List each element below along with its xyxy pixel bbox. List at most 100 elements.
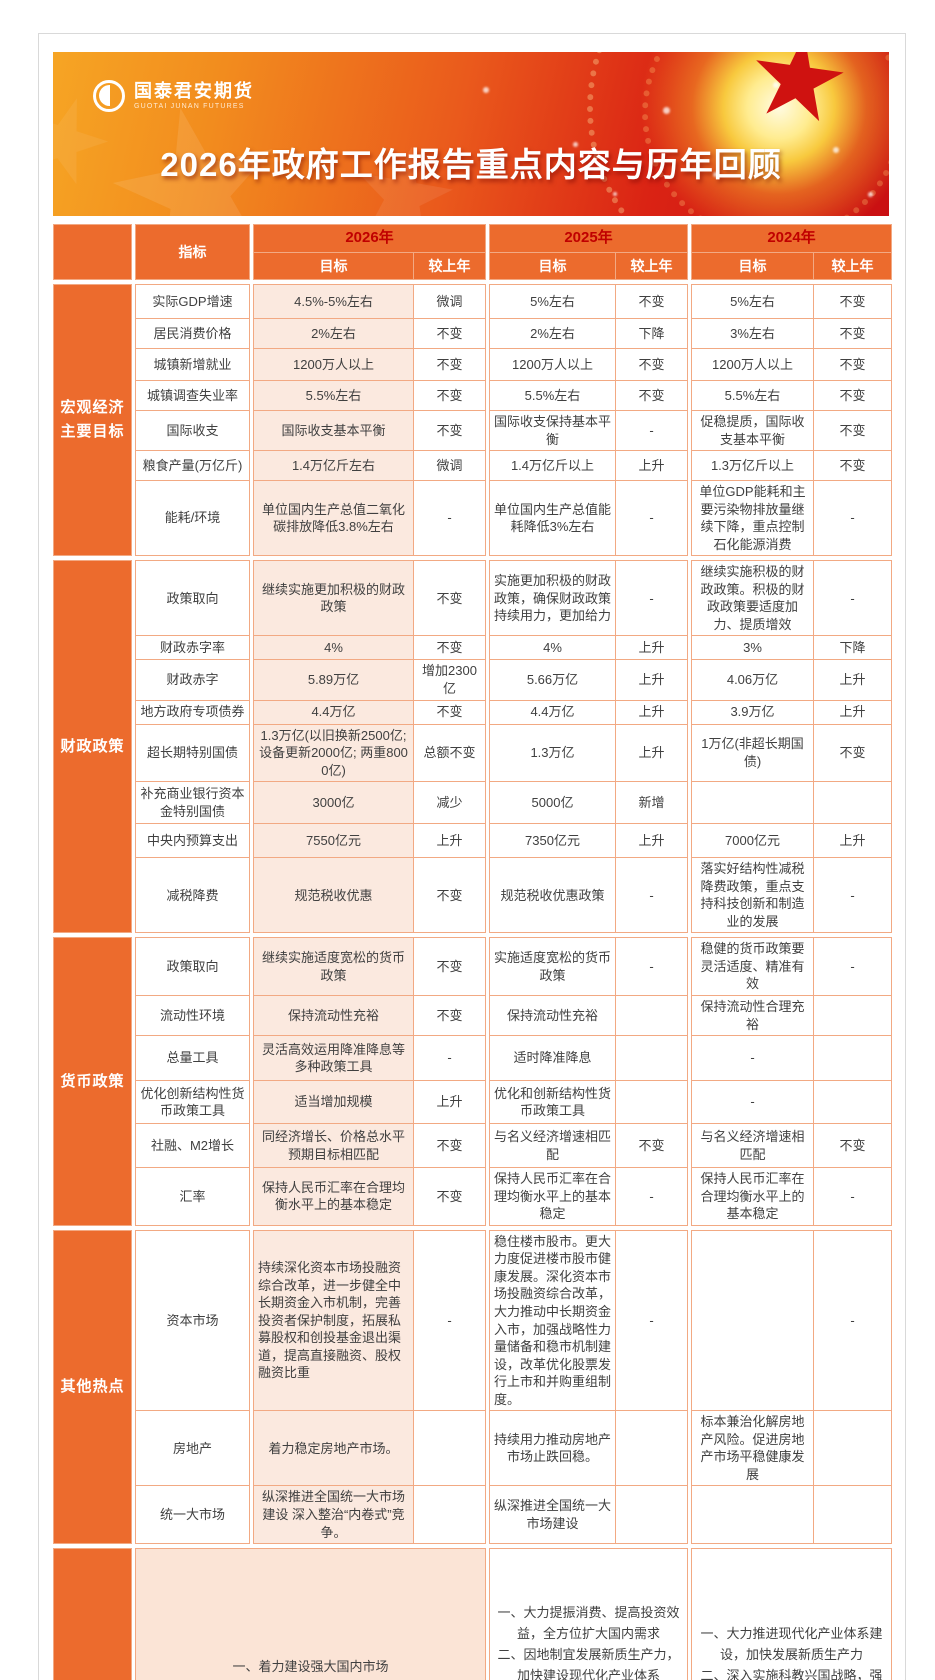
value-cell <box>691 1229 814 1412</box>
column-gutter <box>485 635 490 660</box>
value-cell: 3%左右 <box>691 318 814 349</box>
indicator-cell: 房地产 <box>135 1410 250 1487</box>
column-gutter <box>131 1548 136 1680</box>
column-gutter <box>249 224 254 280</box>
value-cell: 5.66万亿 <box>489 659 616 701</box>
column-gutter <box>687 700 692 725</box>
value-cell: 4.4万亿 <box>489 699 616 725</box>
value-cell: 不变 <box>413 409 486 452</box>
column-gutter <box>687 1485 692 1544</box>
group-label-cell: 工作任务 <box>53 1548 132 1680</box>
decor-dot <box>833 147 839 153</box>
indicator-cell: 财政赤字 <box>135 659 250 701</box>
value-cell: 不变 <box>413 560 486 637</box>
poster-card: 国泰君安期货 GUOTAI JUNAN FUTURES 2026年政府工作报告重… <box>38 33 906 1680</box>
column-gutter <box>131 1230 136 1544</box>
value-cell: 5.5%左右 <box>489 380 616 411</box>
task-item: 二、深入实施科教兴国战略，强化高质量发展的基础支撑 <box>700 1667 883 1680</box>
column-gutter <box>485 1548 490 1680</box>
value-cell: 5.89万亿 <box>253 659 414 701</box>
column-gutter <box>485 1230 490 1411</box>
value-cell: 不变 <box>813 409 892 452</box>
column-gutter <box>687 318 692 349</box>
decor-dot <box>773 82 779 88</box>
column-gutter <box>249 781 254 824</box>
column-gutter <box>485 1410 490 1486</box>
year-header-2026年: 2026年 <box>253 224 486 253</box>
section-separator <box>53 279 892 285</box>
column-gutter <box>687 635 692 660</box>
value-cell: - <box>615 480 688 557</box>
value-cell: 1.4万亿斤以上 <box>489 450 616 482</box>
value-cell: 规范税收优惠 <box>253 857 414 934</box>
value-cell: - <box>615 409 688 452</box>
column-gutter <box>249 937 254 996</box>
value-cell: 不变 <box>413 348 486 381</box>
value-cell: 5000亿 <box>489 781 616 825</box>
column-gutter <box>485 380 490 411</box>
tasks-2026-cell: 一、着力建设强大国内市场二、加紧培育壮大新动能三、加快高水平科技自立自强.四、持… <box>135 1548 486 1680</box>
value-cell: 上升 <box>615 659 688 701</box>
banner: 国泰君安期货 GUOTAI JUNAN FUTURES 2026年政府工作报告重… <box>53 52 889 216</box>
value-cell: 减少 <box>413 781 486 825</box>
column-gutter <box>687 1167 692 1226</box>
indicator-cell: 超长期特别国债 <box>135 723 250 783</box>
column-gutter <box>687 724 692 782</box>
column-gutter <box>249 480 254 556</box>
column-gutter <box>249 560 254 636</box>
value-cell: 继续实施积极的财政政策。积极的财政政策要适度加力、提质增效 <box>691 560 814 637</box>
value-cell: 保持流动性充裕 <box>253 995 414 1037</box>
value-cell: 上升 <box>813 823 892 859</box>
value-cell: 不变 <box>813 380 892 411</box>
indicator-cell: 政策取向 <box>135 937 250 997</box>
target-header: 目标 <box>489 252 616 280</box>
value-cell: 不变 <box>413 635 486 661</box>
value-cell <box>813 1485 892 1545</box>
column-gutter <box>249 380 254 411</box>
decor-dot <box>713 172 718 177</box>
indicator-cell: 总量工具 <box>135 1035 250 1082</box>
column-gutter <box>687 284 692 319</box>
column-gutter <box>687 1080 692 1124</box>
value-cell: 与名义经济增速相匹配 <box>691 1123 814 1169</box>
poster-title: 2026年政府工作报告重点内容与历年回顾 <box>160 146 782 183</box>
tasks-2025-cell: 一、大力提振消费、提高投资效益，全方位扩大国内需求 二、因地制宜发展新质生产力，加… <box>489 1548 688 1680</box>
value-cell: 增加2300亿 <box>413 659 486 701</box>
indicator-cell: 减税降费 <box>135 857 250 934</box>
value-cell: 5.5%左右 <box>253 380 414 411</box>
indicator-cell: 国际收支 <box>135 409 250 452</box>
value-cell: 4.5%-5%左右 <box>253 284 414 319</box>
year-header-2024年: 2024年 <box>691 224 892 253</box>
value-cell: - <box>413 480 486 557</box>
value-cell: 纵深推进全国统一大市场建设 深入整治“内卷式”竞争。 <box>253 1485 414 1545</box>
column-gutter <box>485 724 490 782</box>
value-cell: 同经济增长、价格总水平预期目标相匹配 <box>253 1123 414 1169</box>
value-cell: 3% <box>691 635 814 661</box>
value-cell: 保持人民币汇率在合理均衡水平上的基本稳定 <box>691 1167 814 1226</box>
value-cell: 单位国内生产总值能耗降低3%左右 <box>489 480 616 557</box>
value-cell: 4% <box>489 635 616 661</box>
value-cell: 上升 <box>615 723 688 783</box>
indicator-cell: 城镇调查失业率 <box>135 380 250 411</box>
report-table: 指标 2026年 2025年 2024年 目标 较上年 目标 较上年 目标 较上年 宏观经济 主要目… <box>53 224 892 1680</box>
column-gutter <box>485 450 490 481</box>
value-cell: - <box>413 1035 486 1082</box>
decor-dot <box>868 192 873 197</box>
value-cell: 落实好结构性减税降费政策，重点支持科技创新和制造业的发展 <box>691 857 814 934</box>
value-cell: 标本兼治化解房地产风险。促进房地产市场平稳健康发展 <box>691 1410 814 1487</box>
value-cell: 1.3万亿 <box>489 723 616 783</box>
column-gutter <box>485 1080 490 1124</box>
value-cell: - <box>813 1229 892 1412</box>
indicator-cell: 城镇新增就业 <box>135 348 250 381</box>
value-cell: 1.4万亿斤左右 <box>253 450 414 482</box>
value-cell: 微调 <box>413 450 486 482</box>
value-cell: 上升 <box>615 699 688 725</box>
column-gutter <box>249 1123 254 1168</box>
value-cell: 优化和创新结构性货币政策工具 <box>489 1080 616 1125</box>
header-corner-cell <box>53 224 132 280</box>
value-cell: 新增 <box>615 781 688 825</box>
value-cell: 上升 <box>413 823 486 859</box>
value-cell: - <box>615 937 688 997</box>
column-gutter <box>485 410 490 451</box>
column-gutter <box>249 348 254 381</box>
